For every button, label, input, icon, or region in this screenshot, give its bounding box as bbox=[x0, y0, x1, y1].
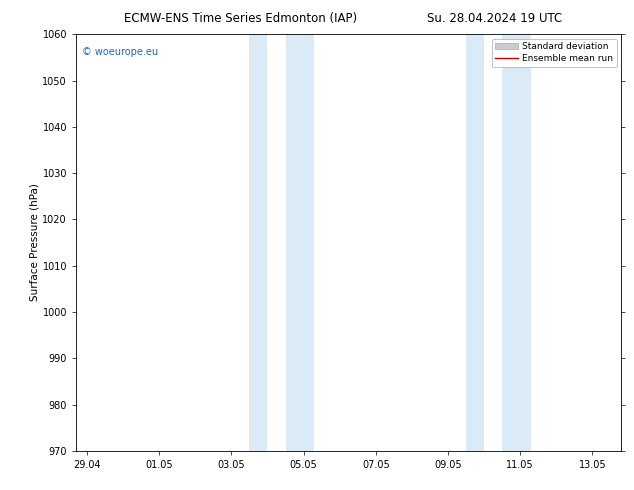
Bar bbox=[249, 34, 268, 451]
Text: © woeurope.eu: © woeurope.eu bbox=[82, 47, 158, 57]
Text: ECMW-ENS Time Series Edmonton (IAP): ECMW-ENS Time Series Edmonton (IAP) bbox=[124, 12, 358, 25]
Legend: Standard deviation, Ensemble mean run: Standard deviation, Ensemble mean run bbox=[491, 39, 617, 67]
Text: Su. 28.04.2024 19 UTC: Su. 28.04.2024 19 UTC bbox=[427, 12, 562, 25]
Y-axis label: Surface Pressure (hPa): Surface Pressure (hPa) bbox=[30, 184, 40, 301]
Bar bbox=[466, 34, 484, 451]
Bar bbox=[502, 34, 531, 451]
Bar bbox=[285, 34, 314, 451]
